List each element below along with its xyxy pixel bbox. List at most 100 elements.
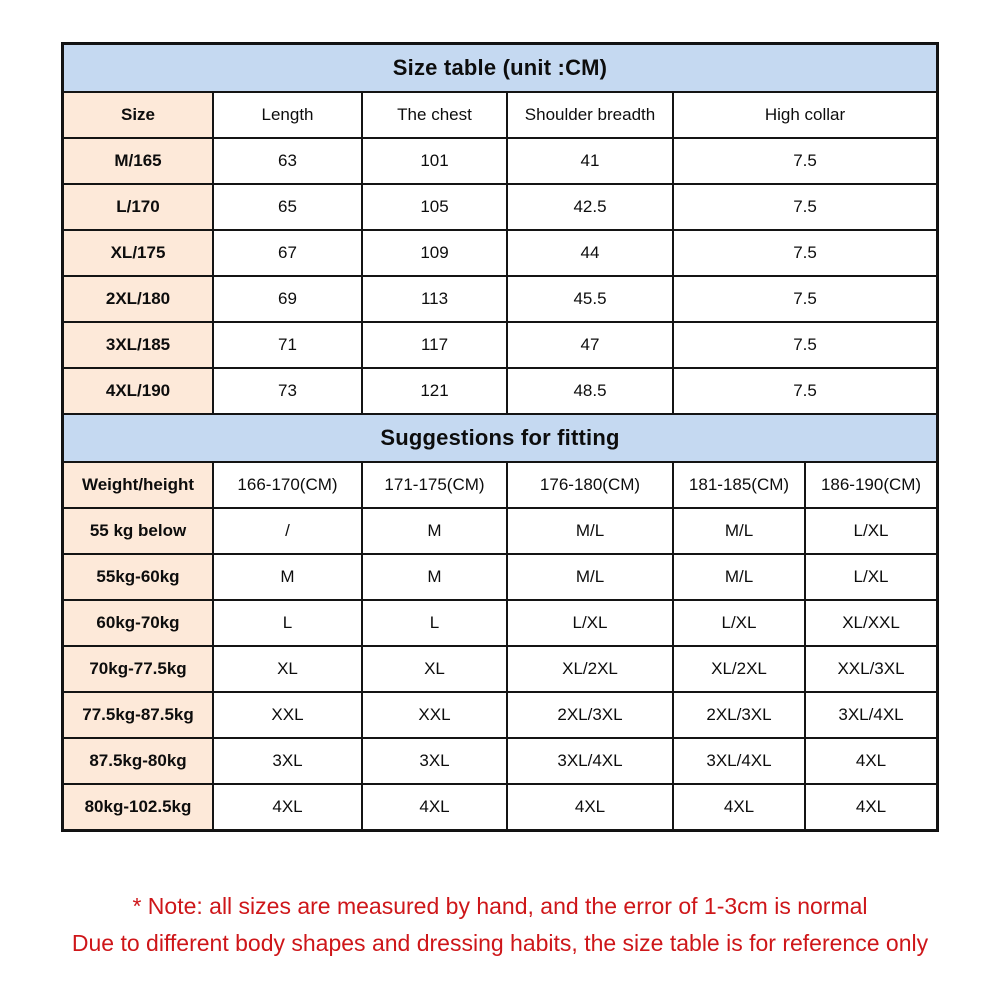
data-cell: 67 (212, 229, 363, 277)
column-header: Length (212, 91, 363, 139)
table-row: 87.5kg-80kg 3XL 3XL 3XL/4XL 3XL/4XL 4XL (62, 737, 939, 785)
data-cell: XXL (212, 691, 363, 739)
data-cell: XXL (361, 691, 508, 739)
data-cell: M/L (506, 553, 674, 601)
row-header-cell: XL/175 (62, 229, 214, 277)
size-table-title-row: Size table (unit :CM) (61, 43, 939, 93)
data-cell: 2XL/3XL (672, 691, 806, 739)
data-cell: 4XL (803, 737, 939, 785)
row-header-cell: 2XL/180 (62, 275, 214, 323)
data-cell: 44 (506, 229, 674, 277)
column-header: 171-175(CM) (361, 461, 508, 509)
data-cell: 45.5 (506, 275, 674, 323)
note-line-2: Due to different body shapes and dressin… (71, 930, 929, 956)
data-cell: L (212, 599, 363, 647)
row-header-cell: L/170 (62, 183, 214, 231)
data-cell: XL/2XL (672, 645, 806, 693)
data-cell: M/L (506, 507, 674, 555)
data-cell: XL/2XL (506, 645, 674, 693)
data-cell: 3XL/4XL (506, 737, 674, 785)
fitting-table-header-row: Weight/height 166-170(CM) 171-175(CM) 176-1… (62, 461, 939, 509)
table-row: 80kg-102.5kg 4XL 4XL 4XL 4XL 4XL (62, 783, 939, 831)
data-cell: 7.5 (671, 229, 939, 277)
table-row: 2XL/180 69 113 45.5 7.5 (62, 275, 939, 323)
data-cell: 7.5 (671, 137, 939, 185)
data-cell: 117 (361, 321, 508, 369)
table-row: 3XL/185 71 117 47 7.5 (62, 321, 939, 369)
data-cell: 47 (506, 321, 674, 369)
data-cell: XXL/3XL (803, 645, 939, 693)
column-header: High collar (671, 91, 939, 139)
table-row: 4XL/190 73 121 48.5 7.5 (62, 367, 939, 415)
data-cell: 2XL/3XL (506, 691, 674, 739)
column-header: The chest (361, 91, 508, 139)
data-cell: 7.5 (671, 183, 939, 231)
data-cell: M (361, 507, 508, 555)
row-header-cell: 70kg-77.5kg (62, 645, 214, 693)
data-cell: XL/XXL (803, 599, 939, 647)
data-cell: L (361, 599, 508, 647)
data-cell: 7.5 (671, 275, 939, 323)
data-cell: 4XL (672, 783, 806, 831)
row-header-cell: 80kg-102.5kg (62, 783, 214, 831)
data-cell: L/XL (803, 507, 939, 555)
data-cell: 41 (506, 137, 674, 185)
table-row: 55 kg below / M M/L M/L L/XL (62, 507, 939, 555)
fitting-table-body: 55 kg below / M M/L M/L L/XL 55kg-60kg M M M/L M/L… (62, 507, 939, 831)
data-cell: 7.5 (671, 321, 939, 369)
data-cell: 3XL/4XL (672, 737, 806, 785)
notes: * Note: all sizes are measured by hand, … (0, 888, 1000, 962)
table-row: L/170 65 105 42.5 7.5 (62, 183, 939, 231)
data-cell: M (212, 553, 363, 601)
column-header: 186-190(CM) (803, 461, 939, 509)
data-cell: 42.5 (506, 183, 674, 231)
row-header-cell: 3XL/185 (62, 321, 214, 369)
data-cell: L/XL (672, 599, 806, 647)
table-row: 77.5kg-87.5kg XXL XXL 2XL/3XL 2XL/3XL 3XL/4XL (62, 691, 939, 739)
size-table: Size table (unit :CM) Size Length The ches… (61, 43, 939, 415)
row-header-cell: 4XL/190 (62, 367, 214, 415)
data-cell: L/XL (506, 599, 674, 647)
column-header: 176-180(CM) (506, 461, 674, 509)
note-line-1: * Note: all sizes are measured by hand, … (132, 893, 868, 919)
size-table-body: M/165 63 101 41 7.5 L/170 65 105 42.5 7.5 XL/175 67… (62, 137, 939, 415)
data-cell: 101 (361, 137, 508, 185)
data-cell: 3XL (212, 737, 363, 785)
row-header-cell: 87.5kg-80kg (62, 737, 214, 785)
size-chart: Size table (unit :CM) Size Length The ches… (61, 42, 939, 832)
data-cell: XL (212, 645, 363, 693)
data-cell: M/L (672, 507, 806, 555)
row-header-cell: M/165 (62, 137, 214, 185)
fitting-table-title: Suggestions for fitting (61, 413, 939, 463)
data-cell: 113 (361, 275, 508, 323)
data-cell: 121 (361, 367, 508, 415)
data-cell: 3XL/4XL (803, 691, 939, 739)
row-header-cell: 55 kg below (62, 507, 214, 555)
column-header: 181-185(CM) (672, 461, 806, 509)
table-row: 55kg-60kg M M M/L M/L L/XL (62, 553, 939, 601)
row-header-column-label: Weight/height (62, 461, 214, 509)
data-cell: 4XL (212, 783, 363, 831)
size-table-title: Size table (unit :CM) (61, 43, 939, 93)
data-cell: 4XL (506, 783, 674, 831)
table-row: M/165 63 101 41 7.5 (62, 137, 939, 185)
data-cell: 7.5 (671, 367, 939, 415)
data-cell: 48.5 (506, 367, 674, 415)
data-cell: M (361, 553, 508, 601)
data-cell: 63 (212, 137, 363, 185)
data-cell: 69 (212, 275, 363, 323)
fitting-table-title-row: Suggestions for fitting (61, 413, 939, 463)
table-row: 70kg-77.5kg XL XL XL/2XL XL/2XL XXL/3XL (62, 645, 939, 693)
column-header: 166-170(CM) (212, 461, 363, 509)
data-cell: 73 (212, 367, 363, 415)
data-cell: 109 (361, 229, 508, 277)
data-cell: M/L (672, 553, 806, 601)
table-row: 60kg-70kg L L L/XL L/XL XL/XXL (62, 599, 939, 647)
column-header: Shoulder breadth (506, 91, 674, 139)
data-cell: 3XL (361, 737, 508, 785)
data-cell: 4XL (361, 783, 508, 831)
row-header-column-label: Size (62, 91, 214, 139)
data-cell: 71 (212, 321, 363, 369)
data-cell: XL (361, 645, 508, 693)
